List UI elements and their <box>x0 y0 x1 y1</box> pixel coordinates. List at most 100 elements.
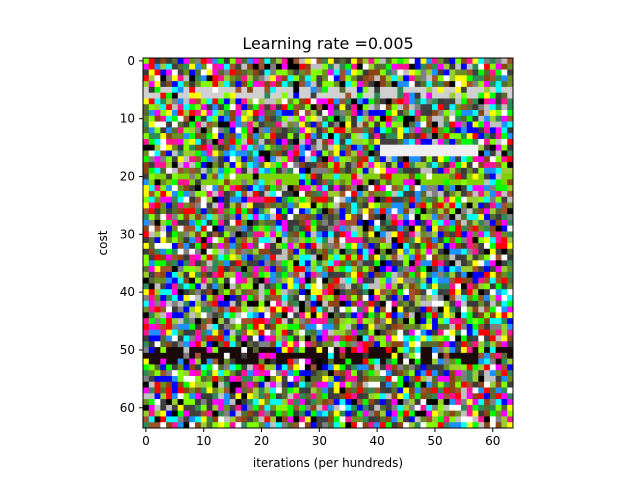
heatmap-cell <box>171 254 179 261</box>
heatmap-cell <box>195 138 202 146</box>
heatmap-cell <box>264 295 271 302</box>
heatmap-cell <box>143 387 150 394</box>
heatmap-cell <box>495 364 502 371</box>
heatmap-cell <box>200 98 207 105</box>
heatmap-cell <box>235 98 242 105</box>
heatmap-cell <box>177 156 184 163</box>
heatmap-cell <box>408 300 416 307</box>
heatmap-cell <box>414 300 421 307</box>
heatmap-cell <box>148 156 155 163</box>
heatmap-cell <box>391 156 398 163</box>
heatmap-cell <box>264 347 271 354</box>
heatmap-cell <box>501 98 508 105</box>
heatmap-cell <box>229 295 236 302</box>
heatmap-cell <box>252 127 259 134</box>
heatmap-cell <box>223 277 231 284</box>
heatmap-cell <box>166 69 173 76</box>
heatmap-cell <box>160 202 167 209</box>
heatmap-cell <box>339 75 346 82</box>
heatmap-cell <box>252 214 259 221</box>
heatmap-cell <box>281 347 288 354</box>
heatmap-cell <box>385 289 392 296</box>
heatmap-cell <box>339 399 346 406</box>
heatmap-cell <box>293 208 300 215</box>
heatmap-cell <box>408 283 416 290</box>
heatmap-cell <box>316 300 323 307</box>
heatmap-cell <box>368 347 375 354</box>
heatmap-cell <box>328 196 335 203</box>
heatmap-cell <box>414 375 421 383</box>
heatmap-cell <box>143 173 150 180</box>
heatmap-cell <box>333 231 340 238</box>
heatmap-cell <box>322 410 329 417</box>
heatmap-cell <box>420 381 427 388</box>
heatmap-cell <box>171 248 179 255</box>
heatmap-cell <box>466 58 473 65</box>
heatmap-cell <box>200 422 207 429</box>
heatmap-cell <box>299 318 306 325</box>
heatmap-cell <box>420 63 427 70</box>
heatmap-cell <box>368 306 375 313</box>
heatmap-cell <box>241 271 248 279</box>
heatmap-cell <box>223 387 231 394</box>
heatmap-cell <box>374 318 381 325</box>
heatmap-cell <box>177 422 184 429</box>
heatmap-cell <box>391 318 398 325</box>
heatmap-cell <box>484 422 491 429</box>
heatmap-cell <box>171 121 179 128</box>
heatmap-cell <box>478 422 485 429</box>
heatmap-cell <box>166 341 173 348</box>
heatmap-cell <box>252 300 259 307</box>
heatmap-cell <box>293 133 300 140</box>
heatmap-cell <box>397 110 404 117</box>
heatmap-cell <box>472 352 479 359</box>
heatmap-cell <box>200 266 207 273</box>
heatmap-cell <box>299 306 306 313</box>
heatmap-cell <box>183 115 190 122</box>
heatmap-cell <box>287 208 294 215</box>
heatmap-cell <box>368 393 375 400</box>
heatmap-cell <box>270 208 277 215</box>
heatmap-cell <box>322 75 329 82</box>
heatmap-cell <box>385 254 392 261</box>
heatmap-cell <box>403 185 410 192</box>
heatmap-cell <box>299 104 306 111</box>
heatmap-cell <box>420 387 427 394</box>
heatmap-cell <box>264 375 271 383</box>
heatmap-cell <box>247 231 254 238</box>
heatmap-cell <box>310 202 317 209</box>
heatmap-cell <box>507 422 514 429</box>
heatmap-cell <box>171 295 179 302</box>
heatmap-cell <box>310 243 317 250</box>
heatmap-cell <box>183 358 190 365</box>
heatmap-cell <box>501 254 508 261</box>
heatmap-cell <box>414 104 421 111</box>
heatmap-cell <box>374 300 381 307</box>
heatmap-cell <box>148 364 155 371</box>
heatmap-cell <box>206 133 213 140</box>
heatmap-cell <box>501 63 508 70</box>
heatmap-cell <box>460 422 468 429</box>
heatmap-cell <box>206 190 213 198</box>
heatmap-cell <box>368 75 375 82</box>
heatmap-cell <box>316 133 323 140</box>
heatmap-cell <box>414 196 421 203</box>
heatmap-cell <box>397 271 404 279</box>
heatmap-cell <box>333 196 340 203</box>
heatmap-cell <box>143 283 150 290</box>
heatmap-cell <box>397 306 404 313</box>
heatmap-cell <box>460 266 468 273</box>
heatmap-cell <box>455 237 462 244</box>
heatmap-cell <box>408 306 416 313</box>
heatmap-cell <box>143 375 150 383</box>
heatmap-cell <box>380 399 387 406</box>
y-axis-label: cost <box>96 230 110 255</box>
heatmap-cell <box>200 260 207 267</box>
heatmap-cell <box>449 387 456 394</box>
heatmap-cell <box>270 138 277 146</box>
heatmap-cell <box>351 347 358 354</box>
heatmap-cell <box>258 283 265 290</box>
heatmap-cell <box>466 127 473 134</box>
heatmap-cell <box>252 138 259 146</box>
heatmap-cell <box>183 295 190 302</box>
